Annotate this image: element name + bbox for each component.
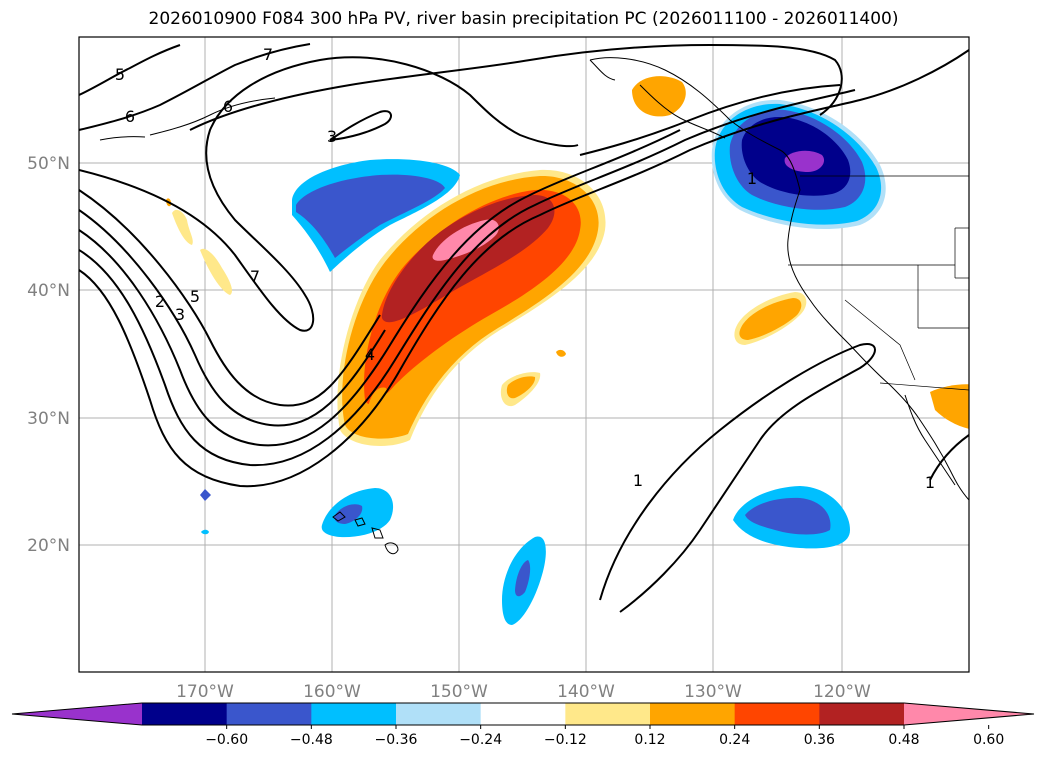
- colorbar-tick-label: −0.48: [290, 732, 333, 748]
- colorbar-tick-label: 0.24: [719, 732, 750, 748]
- negative-tiny-1: [200, 489, 211, 501]
- coastlines: [99, 57, 969, 555]
- positive-west-patch-2: [200, 248, 233, 295]
- lon-label: 160°W: [303, 682, 361, 702]
- lon-labels: 170°W 160°W 150°W 140°W 130°W 120°W: [176, 682, 871, 702]
- state-borders: [788, 175, 969, 391]
- colorbar-tick-label: −0.12: [544, 732, 587, 748]
- colorbar-segment: [226, 703, 312, 725]
- colorbar-segment: [565, 703, 651, 725]
- colorbar-outline: [11, 702, 1035, 726]
- positive-west-patch-1: [172, 209, 193, 245]
- colorbar-tick-label: −0.60: [205, 732, 248, 748]
- positive-small-2: [556, 349, 566, 357]
- contour-label: 3: [175, 305, 185, 324]
- positive-small-1-inner: [506, 376, 536, 399]
- colorbar: −0.60 −0.48 −0.36 −0.24 −0.12 0.12 0.24 0.36 0.4…: [11, 702, 1035, 748]
- lon-label: 150°W: [430, 682, 488, 702]
- positive-lobe-low: [368, 387, 388, 412]
- positive-alaska: [632, 76, 686, 117]
- colorbar-segment: [142, 703, 228, 725]
- negative-south-2-inner: [745, 497, 831, 535]
- contour-label: 1: [633, 471, 643, 490]
- negative-nw-060: [784, 150, 825, 172]
- colorbar-tick-label: 0.60: [973, 732, 1004, 748]
- contour-label: 1: [925, 473, 935, 492]
- positive-california-inner: [739, 298, 802, 340]
- precip-shading: [166, 76, 969, 625]
- contour-labels: 5 7 6 6 3 2 3 5 7 4 1 1 1: [115, 45, 935, 492]
- lat-label: 50°N: [27, 154, 70, 174]
- contour-label: 6: [223, 97, 233, 116]
- lat-labels: 50°N 40°N 30°N 20°N: [27, 154, 70, 556]
- contour-label: 5: [190, 287, 200, 306]
- positive-band-060: [432, 219, 499, 261]
- contour-label: 5: [115, 65, 125, 84]
- lon-label: 120°W: [813, 682, 871, 702]
- colorbar-segment: [650, 703, 736, 725]
- negative-gulf-inner: [296, 174, 445, 258]
- negative-south-1-inner: [515, 560, 531, 597]
- positive-mexico: [930, 384, 969, 429]
- colorbar-segment: [311, 703, 397, 725]
- colorbar-segment: [734, 703, 820, 725]
- map-frame: [78, 36, 970, 673]
- contour-label: 7: [250, 267, 260, 286]
- contour-label: 1: [747, 169, 757, 188]
- lon-label: 140°W: [557, 682, 615, 702]
- colorbar-tick-label: −0.24: [459, 732, 502, 748]
- contour-label: 7: [263, 45, 273, 64]
- map-title: 2026010900 F084 300 hPa PV, river basin …: [148, 9, 899, 29]
- contour-label: 4: [365, 345, 375, 364]
- colorbar-extension-low: [12, 703, 142, 725]
- colorbar-segment: [819, 703, 905, 725]
- colorbar-tick-label: 0.48: [888, 732, 919, 748]
- colorbar-segment: [480, 703, 566, 725]
- contour-label: 2: [155, 292, 165, 311]
- lat-label: 30°N: [27, 409, 70, 429]
- colorbar-tick-label: 0.36: [804, 732, 835, 748]
- colorbar-tick-label: 0.12: [634, 732, 665, 748]
- lat-label: 20°N: [27, 536, 70, 556]
- lon-label: 130°W: [684, 682, 742, 702]
- colorbar-segment: [396, 703, 482, 725]
- pv-contours: [79, 43, 969, 613]
- colorbar-extension-high: [904, 703, 1034, 725]
- lat-label: 40°N: [27, 281, 70, 301]
- contour-label: 6: [125, 107, 135, 126]
- lon-label: 170°W: [176, 682, 234, 702]
- colorbar-tick-label: −0.36: [375, 732, 418, 748]
- contour-label: 3: [327, 127, 337, 146]
- negative-tiny-2: [201, 529, 209, 535]
